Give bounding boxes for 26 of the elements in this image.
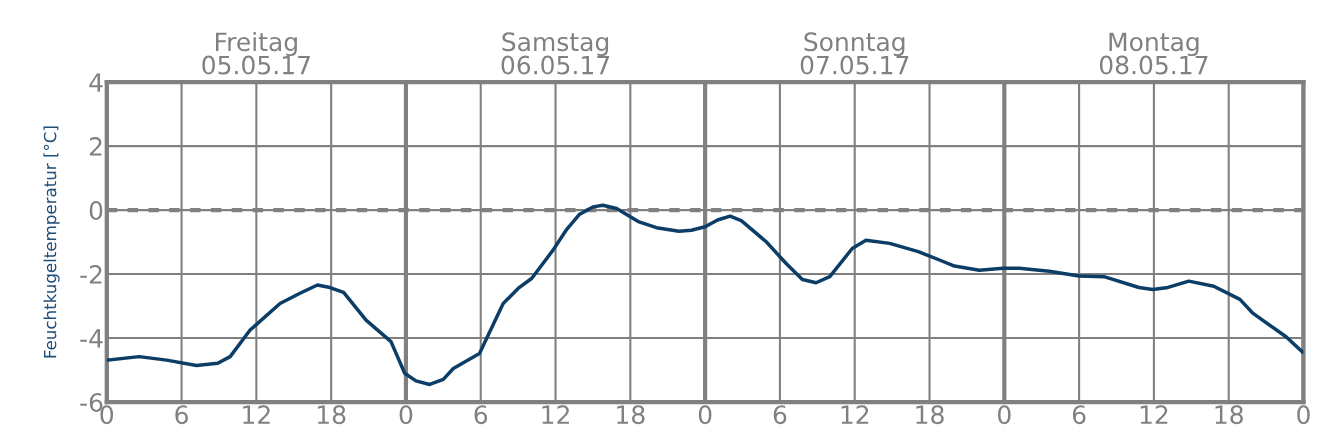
x-tick-label: 0: [698, 405, 712, 425]
x-tick-label: 18: [1215, 405, 1243, 425]
x2-tick-label: Montag 08.05.17: [1099, 32, 1208, 75]
x-tick-label: 6: [474, 405, 488, 425]
x-tick-label: 0: [1297, 405, 1310, 425]
x-tick-label: 18: [617, 405, 645, 425]
x-tick-label: 12: [1140, 405, 1168, 424]
x-tick-label: 12: [542, 405, 569, 424]
y-tick-label: 0: [89, 201, 103, 220]
x-tick-label: 6: [773, 405, 787, 425]
y-tick-label: -4: [80, 329, 103, 348]
x2-tick-label: Samstag 06.05.17: [501, 32, 610, 75]
y-tick-label: -2: [80, 265, 102, 284]
x2-tick-label: Sonntag 07.05.17: [800, 32, 909, 75]
x-tick-label: 12: [243, 405, 270, 424]
x-tick-label: 0: [399, 405, 413, 425]
x-tick-label: 6: [1072, 405, 1086, 425]
x-tick-label: 6: [175, 405, 188, 425]
x-tick-label: 12: [841, 405, 869, 424]
x-tick-label: 18: [317, 405, 346, 425]
y-tick-label: 4: [89, 73, 103, 92]
x-tick-label: 18: [916, 405, 944, 425]
x2-tick-label: Freitag 05.05.17: [202, 31, 310, 75]
y-tick-label: 2: [89, 137, 102, 156]
y-axis-title: Feuchtkugeltemperatur [°C]: [43, 126, 60, 358]
x-tick-label: 0: [998, 405, 1011, 425]
